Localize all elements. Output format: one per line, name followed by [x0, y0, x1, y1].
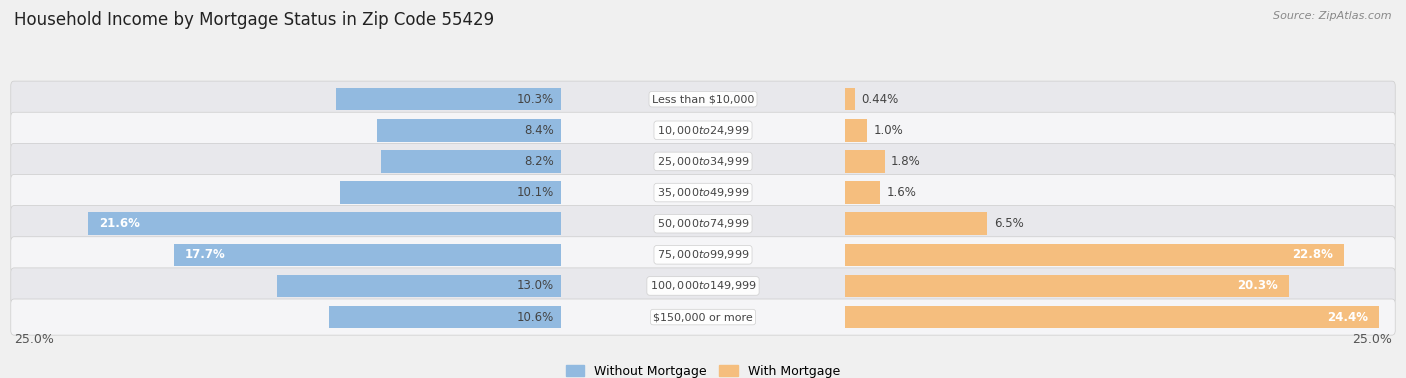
Bar — [845, 88, 855, 110]
Text: 8.2%: 8.2% — [524, 155, 554, 168]
FancyBboxPatch shape — [11, 206, 1395, 242]
Bar — [845, 212, 987, 235]
Text: 22.8%: 22.8% — [1292, 248, 1333, 261]
Bar — [845, 150, 884, 173]
Text: 25.0%: 25.0% — [14, 333, 53, 345]
Text: 21.6%: 21.6% — [100, 217, 141, 230]
Bar — [845, 275, 1289, 297]
Text: $35,000 to $49,999: $35,000 to $49,999 — [657, 186, 749, 199]
Text: 13.0%: 13.0% — [517, 279, 554, 293]
Bar — [845, 181, 880, 204]
Bar — [340, 181, 561, 204]
Text: 8.4%: 8.4% — [524, 124, 554, 137]
Legend: Without Mortgage, With Mortgage: Without Mortgage, With Mortgage — [561, 360, 845, 378]
Text: 1.0%: 1.0% — [873, 124, 903, 137]
FancyBboxPatch shape — [11, 81, 1395, 117]
Text: $100,000 to $149,999: $100,000 to $149,999 — [650, 279, 756, 293]
Text: 25.0%: 25.0% — [1353, 333, 1392, 345]
Bar — [329, 306, 561, 328]
Text: 10.6%: 10.6% — [517, 311, 554, 324]
Bar — [336, 88, 561, 110]
Bar — [174, 243, 561, 266]
FancyBboxPatch shape — [11, 299, 1395, 335]
Bar — [845, 306, 1379, 328]
Text: 6.5%: 6.5% — [994, 217, 1024, 230]
Text: Source: ZipAtlas.com: Source: ZipAtlas.com — [1274, 11, 1392, 21]
FancyBboxPatch shape — [11, 268, 1395, 304]
Text: $50,000 to $74,999: $50,000 to $74,999 — [657, 217, 749, 230]
Bar — [277, 275, 561, 297]
Text: Less than $10,000: Less than $10,000 — [652, 94, 754, 104]
Text: 1.6%: 1.6% — [887, 186, 917, 199]
Text: $75,000 to $99,999: $75,000 to $99,999 — [657, 248, 749, 261]
FancyBboxPatch shape — [11, 237, 1395, 273]
Text: $150,000 or more: $150,000 or more — [654, 312, 752, 322]
Text: 17.7%: 17.7% — [184, 248, 225, 261]
Text: 20.3%: 20.3% — [1237, 279, 1278, 293]
Bar — [845, 243, 1344, 266]
FancyBboxPatch shape — [11, 175, 1395, 211]
Bar — [377, 119, 561, 141]
Text: 10.3%: 10.3% — [517, 93, 554, 106]
Text: 0.44%: 0.44% — [862, 93, 898, 106]
Text: $10,000 to $24,999: $10,000 to $24,999 — [657, 124, 749, 137]
Text: 10.1%: 10.1% — [517, 186, 554, 199]
FancyBboxPatch shape — [11, 112, 1395, 148]
Text: $25,000 to $34,999: $25,000 to $34,999 — [657, 155, 749, 168]
Bar — [381, 150, 561, 173]
Text: 24.4%: 24.4% — [1327, 311, 1368, 324]
Text: Household Income by Mortgage Status in Zip Code 55429: Household Income by Mortgage Status in Z… — [14, 11, 494, 29]
FancyBboxPatch shape — [11, 143, 1395, 180]
Bar — [845, 119, 868, 141]
Text: 1.8%: 1.8% — [891, 155, 921, 168]
Bar — [89, 212, 561, 235]
